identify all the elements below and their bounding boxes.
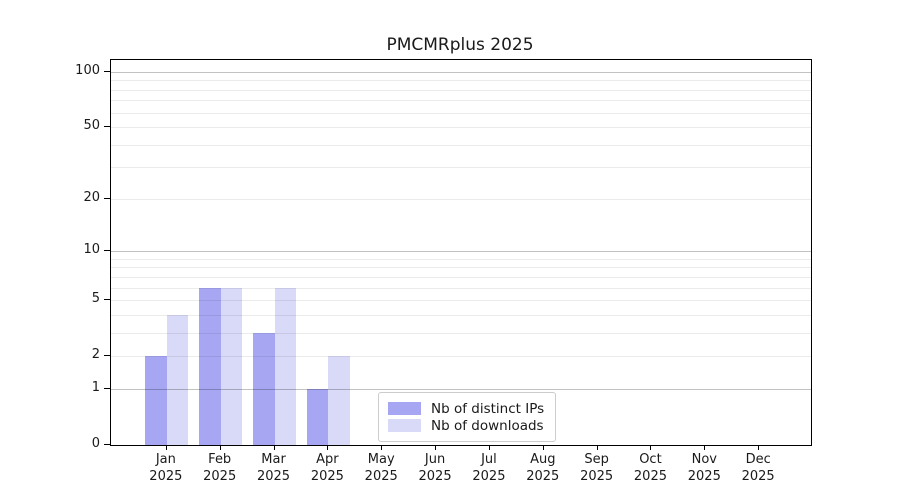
- bar-ips-feb: [199, 287, 221, 445]
- bar-downloads-feb: [220, 287, 243, 445]
- minor-gridline: [111, 112, 811, 114]
- x-tick-mark: [758, 445, 760, 450]
- x-tick-label: May 2025: [364, 452, 398, 484]
- y-tick-label: 20: [83, 189, 100, 205]
- y-tick-label: 2: [91, 347, 100, 363]
- x-tick-mark: [165, 445, 167, 450]
- x-tick-label: Sep 2025: [580, 452, 614, 484]
- y-tick-label: 100: [75, 63, 100, 78]
- x-tick-label: Dec 2025: [741, 452, 775, 484]
- x-tick-mark: [435, 445, 437, 450]
- y-tick-label: 5: [91, 291, 100, 307]
- x-tick-label: Nov 2025: [687, 452, 721, 484]
- legend-row-distinct-ips: Nb of distinct IPs: [388, 400, 545, 417]
- y-tick-label: 0: [91, 436, 100, 451]
- minor-gridline: [111, 89, 811, 91]
- x-tick-label: Apr 2025: [310, 452, 344, 484]
- x-tick-mark: [273, 445, 275, 450]
- y-tick-mark: [104, 387, 110, 389]
- legend-label-downloads: Nb of downloads: [431, 417, 544, 434]
- legend-row-downloads: Nb of downloads: [388, 417, 544, 434]
- minor-gridline: [111, 167, 811, 169]
- y-tick-mark: [104, 355, 110, 357]
- x-tick-mark: [381, 445, 383, 450]
- x-tick-mark: [596, 445, 598, 450]
- x-tick-label: Aug 2025: [526, 452, 560, 484]
- minor-gridline: [111, 267, 811, 269]
- legend-label-distinct-ips: Nb of distinct IPs: [431, 400, 545, 417]
- x-tick-label: Oct 2025: [633, 452, 667, 484]
- downloads-swatch-icon: [388, 419, 421, 432]
- bar-ips-mar: [253, 332, 275, 445]
- y-tick-label: 10: [83, 242, 100, 258]
- x-tick-label: Jul 2025: [472, 452, 506, 484]
- bar-downloads-mar: [274, 287, 297, 445]
- x-tick-mark: [219, 445, 221, 450]
- x-tick-mark: [542, 445, 544, 450]
- minor-gridline: [111, 198, 811, 200]
- chart-title: PMCMRplus 2025: [386, 35, 534, 55]
- x-tick-label: Feb 2025: [203, 452, 237, 484]
- y-tick-label: 1: [91, 379, 100, 395]
- x-tick-label: Jan 2025: [149, 452, 183, 484]
- x-tick-label: Mar 2025: [256, 452, 291, 484]
- bar-ips-apr: [306, 388, 329, 445]
- y-tick-label: 50: [83, 118, 100, 134]
- x-tick-mark: [650, 445, 652, 450]
- y-tick-mark: [104, 250, 110, 252]
- minor-gridline: [111, 144, 811, 146]
- y-tick-mark: [104, 126, 110, 128]
- major-gridline: [111, 251, 811, 253]
- minor-gridline: [111, 80, 811, 82]
- y-tick-mark: [104, 444, 110, 445]
- x-tick-mark: [327, 445, 329, 450]
- major-gridline: [111, 72, 811, 73]
- legend: Nb of distinct IPs Nb of downloads: [378, 392, 557, 442]
- x-tick-label: Jun 2025: [418, 452, 452, 484]
- minor-gridline: [111, 100, 811, 102]
- bar-ips-jan: [145, 356, 167, 445]
- minor-gridline: [111, 127, 811, 129]
- plot-area: [110, 59, 812, 446]
- x-tick-mark: [488, 445, 490, 450]
- y-tick-mark: [104, 197, 110, 199]
- minor-gridline: [111, 258, 811, 260]
- y-tick-mark: [104, 71, 110, 72]
- distinct-ips-swatch-icon: [388, 402, 421, 415]
- x-tick-mark: [704, 445, 706, 450]
- minor-gridline: [111, 276, 811, 278]
- bar-downloads-apr: [328, 356, 350, 445]
- bar-downloads-jan: [166, 314, 189, 445]
- y-tick-mark: [104, 299, 110, 301]
